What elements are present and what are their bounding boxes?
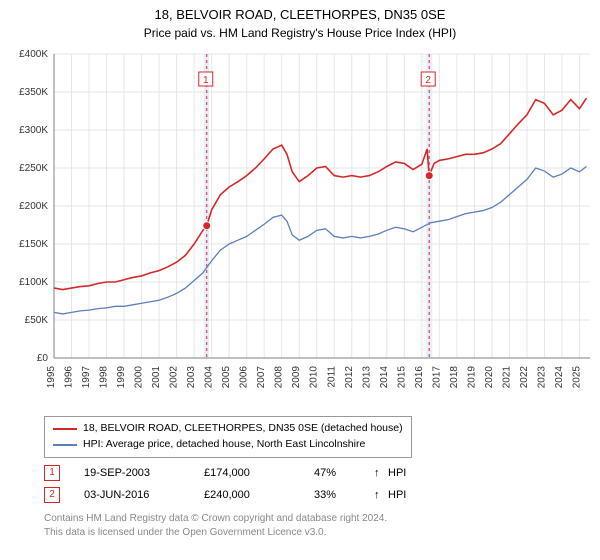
svg-text:2001: 2001	[151, 366, 162, 389]
svg-text:1999: 1999	[116, 366, 127, 389]
svg-text:2019: 2019	[466, 366, 477, 389]
sale-marker-box: 2	[44, 487, 60, 503]
sale-price: £240,000	[204, 489, 314, 501]
chart-subtitle: Price paid vs. HM Land Registry's House …	[0, 24, 600, 40]
svg-text:£200K: £200K	[19, 201, 48, 212]
svg-text:£100K: £100K	[19, 277, 48, 288]
chart-area: £0 £50K £100K £150K £200K £250K £300K £350K £400…	[0, 48, 600, 408]
sale-pct: 47%	[314, 467, 374, 479]
up-arrow-icon: ↑	[374, 467, 388, 479]
svg-text:2021: 2021	[501, 366, 512, 389]
svg-text:£250K: £250K	[19, 163, 48, 174]
legend-label: 18, BELVOIR ROAD, CLEETHORPES, DN35 0SE …	[83, 421, 403, 437]
svg-text:2022: 2022	[519, 366, 530, 389]
svg-text:£50K: £50K	[25, 315, 49, 326]
svg-text:£400K: £400K	[19, 49, 48, 60]
svg-text:2005: 2005	[221, 366, 232, 389]
sale-pct: 33%	[314, 489, 374, 501]
legend-swatch	[53, 428, 77, 430]
svg-text:2012: 2012	[344, 366, 355, 389]
svg-text:£300K: £300K	[19, 125, 48, 136]
svg-text:2024: 2024	[554, 366, 565, 389]
svg-text:2009: 2009	[291, 366, 302, 389]
svg-text:2018: 2018	[449, 366, 460, 389]
svg-text:2004: 2004	[204, 366, 215, 389]
svg-text:2016: 2016	[414, 366, 425, 389]
svg-text:£150K: £150K	[19, 239, 48, 250]
svg-text:2010: 2010	[309, 366, 320, 389]
sales-table: 1 19-SEP-2003 £174,000 47% ↑ HPI 2 03-JU…	[44, 462, 406, 506]
svg-text:2007: 2007	[256, 366, 267, 389]
footer-line: This data is licensed under the Open Gov…	[44, 526, 387, 540]
legend: 18, BELVOIR ROAD, CLEETHORPES, DN35 0SE …	[44, 416, 412, 458]
svg-text:2017: 2017	[431, 366, 442, 389]
chart-title: 18, BELVOIR ROAD, CLEETHORPES, DN35 0SE	[0, 0, 600, 24]
svg-text:2003: 2003	[186, 366, 197, 389]
svg-text:£0: £0	[37, 353, 49, 364]
svg-text:£350K: £350K	[19, 87, 48, 98]
svg-text:1998: 1998	[99, 366, 110, 389]
svg-text:2: 2	[425, 75, 431, 86]
sale-hpi-label: HPI	[388, 489, 406, 501]
svg-text:2020: 2020	[484, 366, 495, 389]
svg-text:1996: 1996	[64, 366, 75, 389]
svg-text:2013: 2013	[361, 366, 372, 389]
sale-row: 1 19-SEP-2003 £174,000 47% ↑ HPI	[44, 462, 406, 484]
svg-text:1: 1	[203, 75, 209, 86]
svg-text:2002: 2002	[169, 366, 180, 389]
svg-text:2008: 2008	[274, 366, 285, 389]
sale-price: £174,000	[204, 467, 314, 479]
legend-item: 18, BELVOIR ROAD, CLEETHORPES, DN35 0SE …	[53, 421, 403, 437]
legend-item: HPI: Average price, detached house, Nort…	[53, 437, 403, 453]
legend-label: HPI: Average price, detached house, Nort…	[83, 437, 365, 453]
sale-row: 2 03-JUN-2016 £240,000 33% ↑ HPI	[44, 484, 406, 506]
legend-swatch	[53, 444, 77, 446]
svg-text:2006: 2006	[239, 366, 250, 389]
svg-text:2000: 2000	[134, 366, 145, 389]
sale-marker-box: 1	[44, 465, 60, 481]
sale-date: 03-JUN-2016	[84, 489, 204, 501]
svg-text:1995: 1995	[46, 366, 57, 389]
svg-text:2015: 2015	[396, 366, 407, 389]
svg-text:2011: 2011	[326, 366, 337, 388]
svg-text:2023: 2023	[536, 366, 547, 389]
svg-text:2014: 2014	[379, 366, 390, 389]
svg-text:1997: 1997	[81, 366, 92, 389]
svg-text:2025: 2025	[571, 366, 582, 389]
sale-hpi-label: HPI	[388, 467, 406, 479]
sale-date: 19-SEP-2003	[84, 467, 204, 479]
up-arrow-icon: ↑	[374, 489, 388, 501]
footer-attribution: Contains HM Land Registry data © Crown c…	[44, 512, 387, 540]
footer-line: Contains HM Land Registry data © Crown c…	[44, 512, 387, 526]
